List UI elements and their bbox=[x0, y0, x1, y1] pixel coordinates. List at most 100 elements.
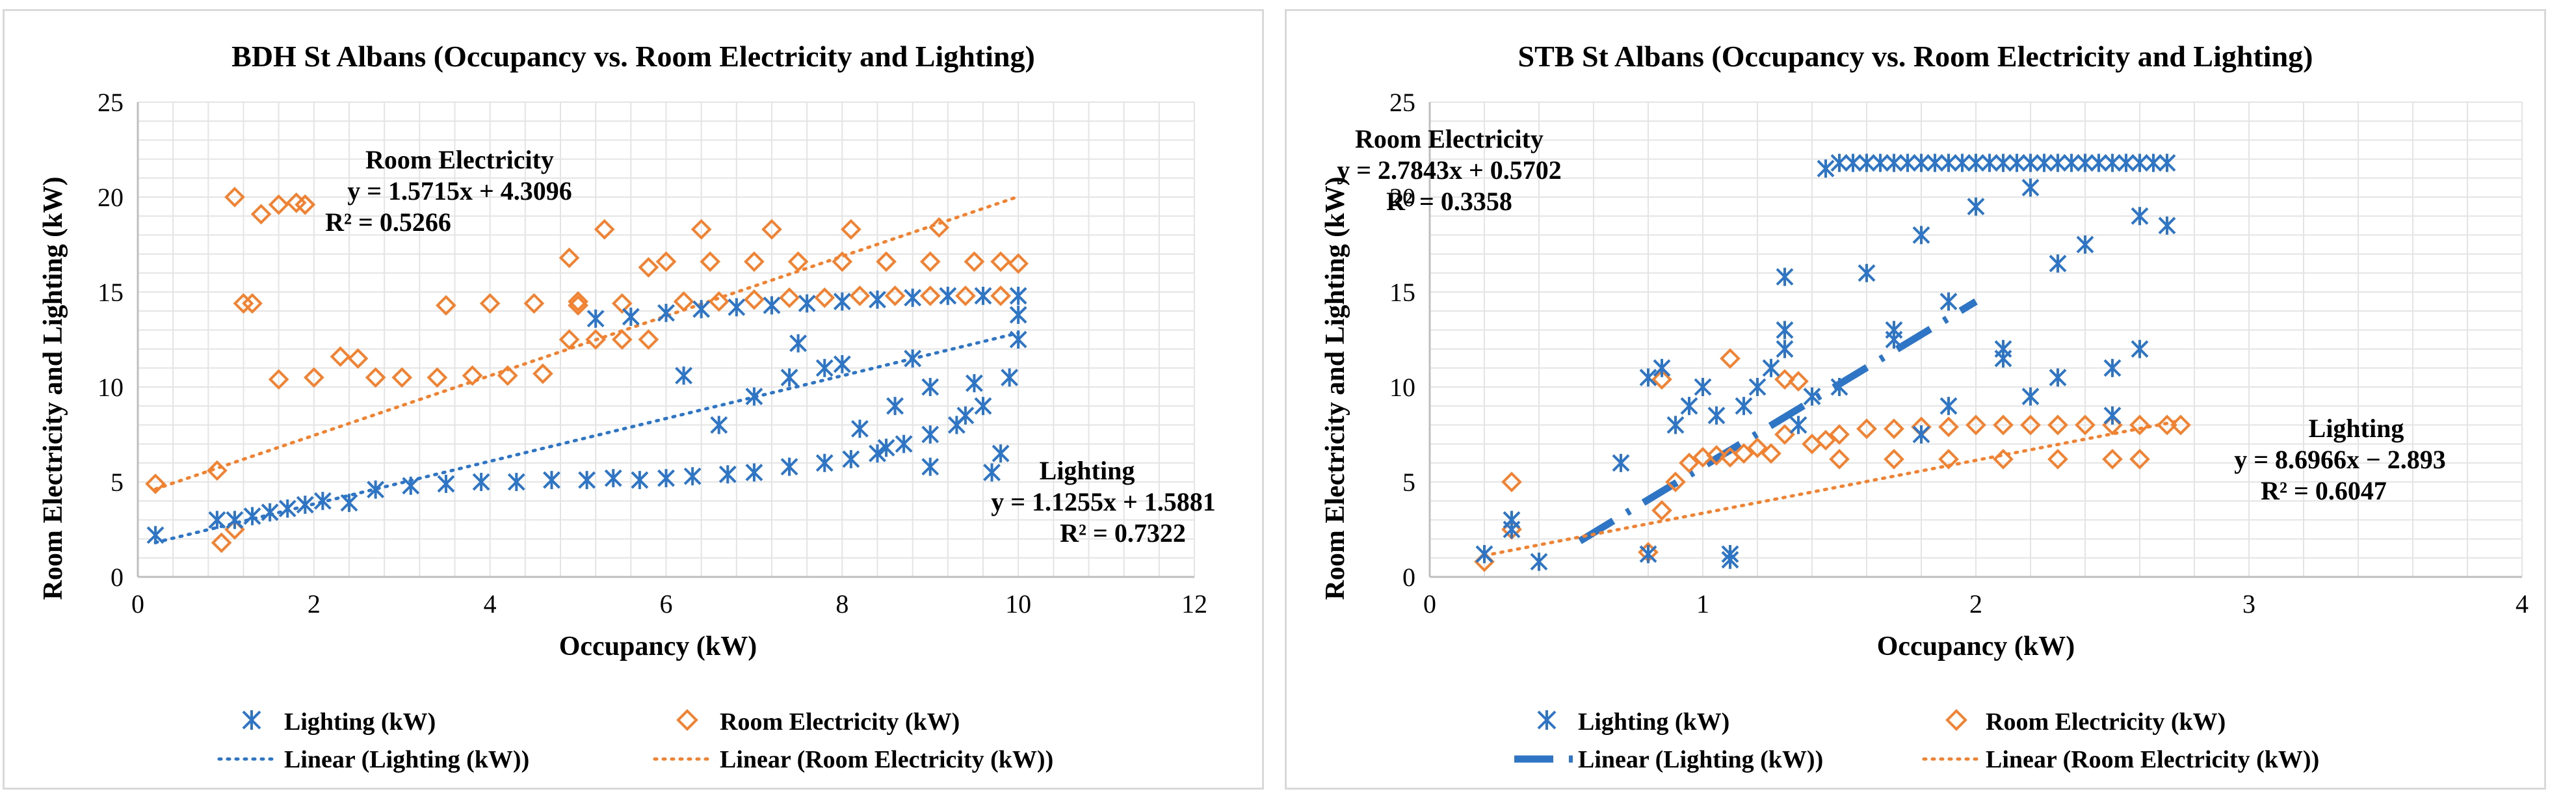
x-tick-label: 2 bbox=[308, 589, 321, 619]
lighting-point bbox=[1009, 306, 1027, 325]
room-electricity-label: Room Electricity bbox=[1355, 124, 1544, 153]
lighting-point bbox=[278, 499, 296, 518]
x-tick-label: 12 bbox=[1181, 589, 1207, 619]
room-electricity-point bbox=[268, 194, 289, 215]
lighting-point bbox=[798, 294, 816, 313]
room-electricity-point bbox=[1993, 449, 2014, 470]
y-tick-label: 5 bbox=[111, 468, 124, 497]
x-tick-label: 6 bbox=[660, 589, 673, 619]
room-electricity-point bbox=[585, 329, 606, 350]
lighting-point bbox=[1912, 153, 1930, 172]
x-tick-label: 4 bbox=[484, 589, 497, 619]
lighting-point bbox=[313, 492, 332, 511]
lighting-point bbox=[763, 296, 781, 315]
lighting-point bbox=[1858, 153, 1876, 172]
room-electricity-point bbox=[1993, 414, 2014, 436]
lighting-point bbox=[1666, 416, 1685, 434]
lighting-point bbox=[472, 473, 490, 491]
x-tick-label: 2 bbox=[1969, 589, 1982, 619]
lighting-point bbox=[1885, 153, 1903, 172]
lighting-point bbox=[243, 507, 261, 526]
room-electricity-point bbox=[1965, 414, 1986, 436]
lighting-point bbox=[226, 511, 244, 529]
room-electricity-equation: y = 2.7843x + 0.5702 bbox=[1337, 155, 1562, 185]
y-tick-label: 15 bbox=[1389, 278, 1415, 307]
lighting-point bbox=[1721, 550, 1739, 569]
legend-room-label: Room Electricity (kW) bbox=[720, 708, 960, 736]
room-electricity-point bbox=[2129, 449, 2150, 470]
y-tick-label: 10 bbox=[1389, 373, 1415, 402]
room-legend-symbol bbox=[1945, 709, 1967, 731]
lighting-point bbox=[869, 290, 886, 309]
room-electricity-point bbox=[233, 293, 254, 314]
lighting-point bbox=[1885, 330, 1903, 349]
room-electricity-point bbox=[655, 251, 677, 273]
lighting-point bbox=[543, 471, 560, 490]
lighting-point bbox=[745, 387, 763, 406]
lighting-point bbox=[367, 480, 385, 499]
lighting-point bbox=[1748, 378, 1767, 396]
room-electricity-point bbox=[497, 365, 518, 386]
room-electricity-label: Room Electricity bbox=[365, 145, 554, 174]
lighting-point bbox=[683, 467, 702, 486]
lighting-point bbox=[1776, 340, 1794, 358]
room-electricity-point bbox=[2170, 414, 2191, 436]
room-electricity-point bbox=[876, 251, 897, 273]
axes: 0 2 4 6 8 10 12 0 5 10 15 20 25 bbox=[98, 88, 1207, 619]
legend-lighting-trend-label: Linear (Lighting (kW)) bbox=[284, 746, 529, 773]
lighting-point bbox=[1953, 153, 1971, 172]
lighting-r2: R² = 0.6047 bbox=[2261, 476, 2387, 505]
y-axis-label: Room Electricity and Lighting (kW) bbox=[1321, 177, 1350, 600]
lighting-point bbox=[1830, 153, 1848, 172]
lighting-point bbox=[2035, 153, 2053, 172]
lighting-point bbox=[146, 526, 164, 544]
room-electricity-point bbox=[814, 287, 835, 308]
lighting-point bbox=[2117, 153, 2135, 172]
lighting-point bbox=[833, 292, 851, 311]
bdh-scatter-chart: BDH St Albans (Occupancy vs. Room Electr… bbox=[38, 40, 1216, 773]
room-electricity-point bbox=[990, 251, 1011, 273]
room-electricity-point bbox=[250, 204, 272, 225]
lighting-point bbox=[261, 503, 279, 522]
room-electricity-point bbox=[2075, 414, 2096, 436]
lighting-equation: y = 1.1255x + 1.5881 bbox=[991, 487, 1216, 516]
room-electricity-point bbox=[594, 219, 615, 240]
room-electricity-point bbox=[224, 187, 245, 207]
room-electricity-point bbox=[638, 257, 659, 278]
room-electricity-point bbox=[1733, 443, 1754, 464]
lighting-point bbox=[1926, 153, 1944, 172]
lighting-point bbox=[966, 374, 983, 393]
lighting-point bbox=[1475, 544, 1493, 563]
room-electricity-point bbox=[955, 286, 976, 306]
legend-lighting-trend-label: Linear (Lighting (kW)) bbox=[1578, 746, 1823, 773]
room-electricity-point bbox=[919, 251, 941, 273]
lighting-point bbox=[1830, 378, 1848, 396]
legend-room-marker bbox=[1945, 709, 1967, 731]
room-electricity-point bbox=[532, 363, 553, 384]
room-electricity-equation: y = 1.5715x + 4.3096 bbox=[347, 176, 572, 206]
lighting-point bbox=[1967, 197, 1985, 216]
room-electricity-point bbox=[1774, 424, 1795, 445]
lighting-point bbox=[208, 511, 226, 529]
room-electricity-point bbox=[559, 247, 580, 269]
room-electricity-point bbox=[1774, 369, 1795, 390]
y-tick-label: 25 bbox=[1389, 88, 1415, 117]
room-electricity-point bbox=[1884, 418, 1904, 440]
lighting-point bbox=[1680, 397, 1698, 416]
lighting-point bbox=[1858, 263, 1876, 282]
lighting-point bbox=[780, 457, 798, 476]
lighting-point bbox=[1530, 552, 1548, 571]
lighting-point bbox=[2131, 153, 2149, 172]
trendlines bbox=[1482, 298, 2183, 557]
lighting-point bbox=[2103, 153, 2122, 172]
lighting-point bbox=[956, 406, 975, 425]
room-electricity-point bbox=[2047, 449, 2068, 470]
lighting-point bbox=[1009, 286, 1027, 305]
legend-lighting-label: Lighting (kW) bbox=[1578, 708, 1729, 736]
room-electricity-point bbox=[787, 251, 809, 273]
room-electricity-point bbox=[211, 532, 232, 553]
lighting-legend-symbol bbox=[1537, 710, 1557, 730]
room-electricity-point bbox=[919, 286, 941, 306]
lighting-point bbox=[921, 457, 940, 476]
room-electricity-point bbox=[559, 329, 580, 350]
